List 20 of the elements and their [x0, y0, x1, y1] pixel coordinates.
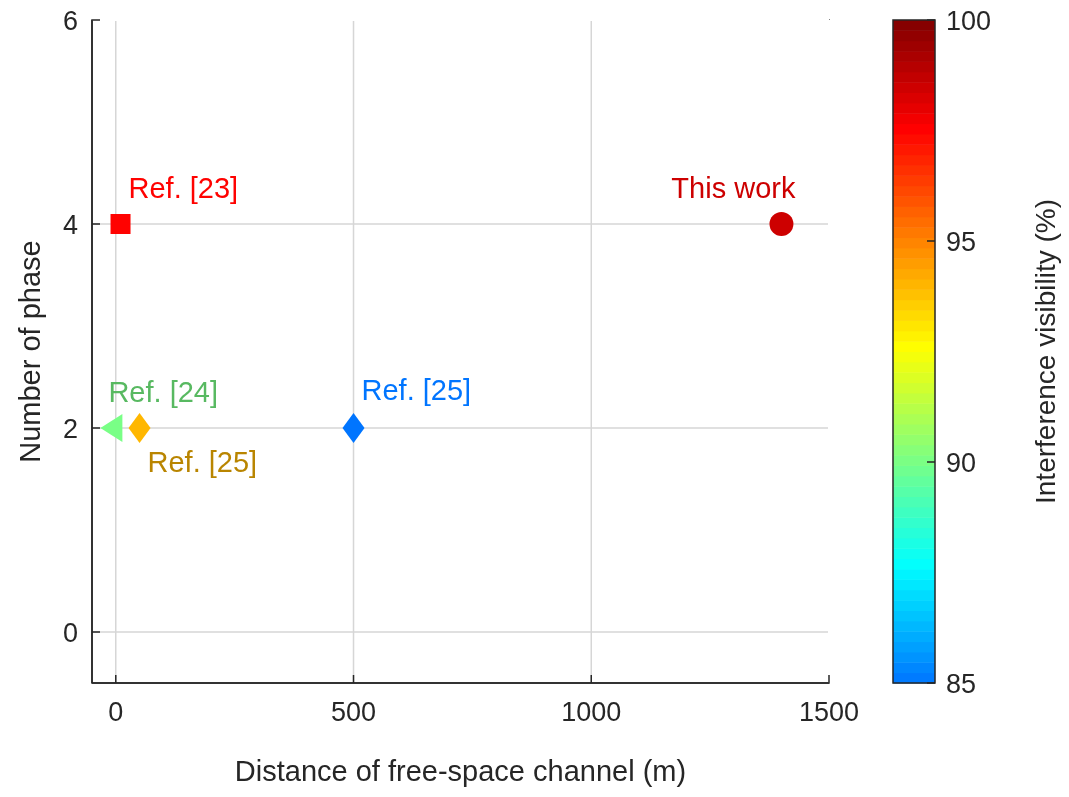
- x-tick-label: 500: [330, 697, 377, 727]
- y-tick-label: 6: [62, 6, 78, 36]
- x-axis-title: Distance of free-space channel (m): [234, 755, 687, 787]
- x-tick-label: 1500: [798, 697, 860, 727]
- annotation: Ref. [25]: [361, 374, 472, 406]
- color-bar-label: 100: [946, 6, 992, 36]
- x-tick-label: 0: [108, 697, 124, 727]
- y-tick-label: 4: [62, 210, 78, 240]
- y-tick-label: 0: [62, 618, 78, 648]
- annotation: Ref. [23]: [128, 172, 239, 204]
- color-bar-label: 90: [946, 448, 977, 478]
- y-axis-title: Number of phase: [14, 240, 46, 463]
- annotation: This work: [671, 172, 796, 204]
- y-tick-label: 2: [62, 414, 78, 444]
- annotation: Ref. [24]: [108, 376, 219, 408]
- annotation: Ref. [25]: [147, 446, 258, 478]
- color-bar-label: 95: [946, 227, 977, 257]
- x-tick-label: 1000: [561, 697, 622, 727]
- color-bar-label: 85: [946, 669, 977, 699]
- color-bar-title: Interference visibility (%): [1030, 199, 1061, 504]
